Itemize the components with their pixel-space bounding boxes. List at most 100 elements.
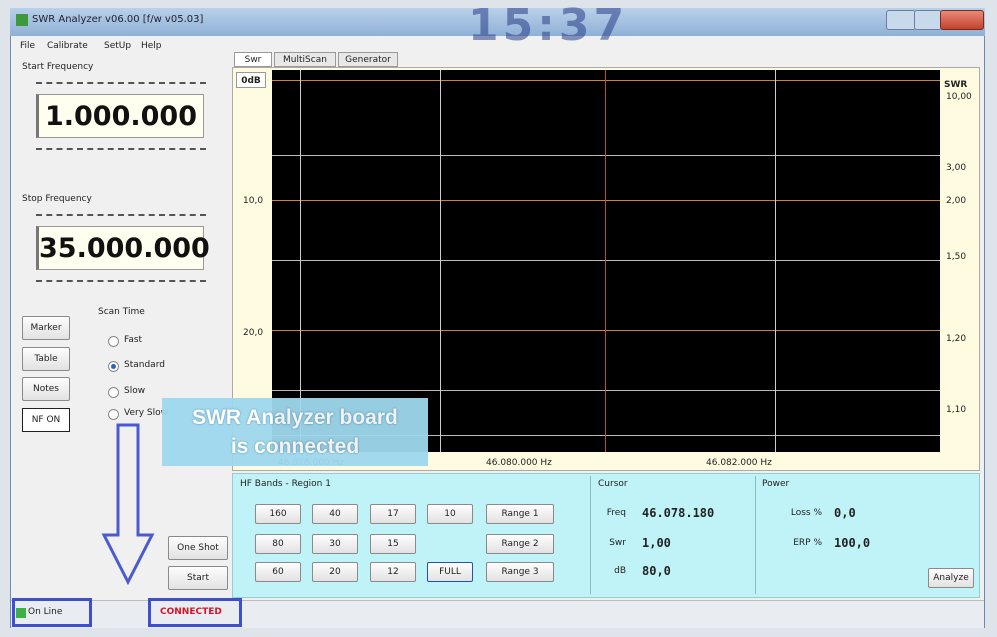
analyze-button[interactable]: Analyze [928,568,974,588]
band-button[interactable]: 20 [312,562,358,582]
band-button[interactable]: 160 [255,504,301,524]
frequency-box[interactable]: 35.000.000 [36,226,210,270]
cursor-field-value: 80,0 [642,564,671,578]
grid-line [272,435,940,436]
grid-line [272,330,940,331]
radio-label[interactable]: Fast [124,335,143,345]
band-button[interactable]: 17 [370,504,416,524]
title-bar [10,8,985,36]
start-button[interactable]: Start [168,566,228,590]
one-shot-button[interactable]: One Shot [168,536,228,560]
swr-label: 3,00 [946,163,967,173]
cursor-field-label: Freq [606,508,626,518]
grid-line [775,70,776,452]
scan-time-label: Scan Time [98,307,145,317]
menu-item[interactable]: File [20,41,36,51]
frequency-label: Start Frequency [22,62,94,72]
highlight-box [12,598,92,627]
grid-line [605,70,606,452]
band-button[interactable]: 30 [312,534,358,554]
power-field-value: 100,0 [834,536,871,550]
radio-button[interactable] [108,387,119,398]
swr-label: SWR [944,80,968,90]
radio-label[interactable]: Slow [124,386,146,396]
separator [755,476,756,594]
radio-button[interactable] [108,409,119,420]
grid-line [272,390,940,391]
grid-line [272,200,940,201]
dash-row [36,214,206,216]
status-bar [11,600,984,628]
band-button[interactable]: 40 [312,504,358,524]
cursor-field-value: 1,00 [642,536,671,550]
tab[interactable]: MultiScan [274,52,336,67]
menu-item[interactable]: SetUp [104,41,132,51]
grid-line [272,155,940,156]
band-button[interactable]: 10 [427,504,473,524]
cursor-title: Cursor [598,479,628,489]
db-label: 10,0 [243,196,264,206]
grid-line [272,80,940,81]
menu-item[interactable]: Calibrate [47,41,88,51]
radio-dot [111,364,116,369]
dash-row [36,280,206,282]
cursor-field-label: dB [614,566,626,576]
bands-title: HF Bands - Region 1 [240,479,331,489]
band-button[interactable]: 12 [370,562,416,582]
swr-label: 10,00 [946,92,972,102]
separator [590,476,591,594]
band-button[interactable]: 80 [255,534,301,554]
online-icon [16,608,26,618]
power-title: Power [762,479,790,489]
swr-label: 1,20 [946,334,967,344]
band-button[interactable]: 60 [255,562,301,582]
minimize-button[interactable] [886,10,916,30]
side-button[interactable]: NF ON [22,408,70,432]
callout: SWR Analyzer board is connected [162,398,428,466]
range-button[interactable]: Range 2 [486,534,554,554]
connected-text: CONNECTED [160,607,222,617]
swr-label: 1,10 [946,405,967,415]
frequency-label: Stop Frequency [22,194,92,204]
clock: 15:37 [468,0,629,51]
power-field-label: Loss % [790,508,822,518]
radio-button[interactable] [108,361,119,372]
swr-label: 1,50 [946,252,967,262]
power-field-value: 0,0 [834,506,856,520]
x-label: 46.080.000 Hz [486,458,552,468]
tab[interactable]: Generator [338,52,398,67]
online-text: On Line [28,607,63,617]
menu-item[interactable]: Help [141,41,162,51]
grid-line [272,260,940,261]
dash-row [36,148,206,150]
side-button[interactable]: Notes [22,377,70,401]
window-title: SWR Analyzer v06.00 [f/w v05.03] [32,14,204,25]
radio-label[interactable]: Very Slow [124,408,168,418]
callout-line: is connected [230,435,360,458]
close-button[interactable] [940,10,984,30]
callout-line: SWR Analyzer board [192,406,398,429]
power-field-label: ERP % [793,538,822,548]
radio-label[interactable]: Standard [124,360,165,370]
side-button[interactable]: Marker [22,316,70,340]
frequency-box[interactable]: 1.000.000 [36,94,204,138]
band-button[interactable]: FULL [427,562,473,582]
db-label: 0dB [236,72,266,88]
dash-row [36,82,206,84]
cursor-field-label: Swr [609,538,626,548]
grid-line [300,70,301,452]
tab[interactable]: Swr [234,52,272,67]
app-icon [16,14,28,26]
maximize-button[interactable] [914,10,942,30]
highlight-box [148,598,242,627]
radio-button[interactable] [108,336,119,347]
side-button[interactable]: Table [22,347,70,371]
swr-label: 2,00 [946,196,967,206]
band-button[interactable]: 15 [370,534,416,554]
cursor-field-value: 46.078.180 [642,506,715,520]
range-button[interactable]: Range 3 [486,562,554,582]
grid-line [440,70,441,452]
range-button[interactable]: Range 1 [486,504,554,524]
x-label: 46.082.000 Hz [706,458,772,468]
